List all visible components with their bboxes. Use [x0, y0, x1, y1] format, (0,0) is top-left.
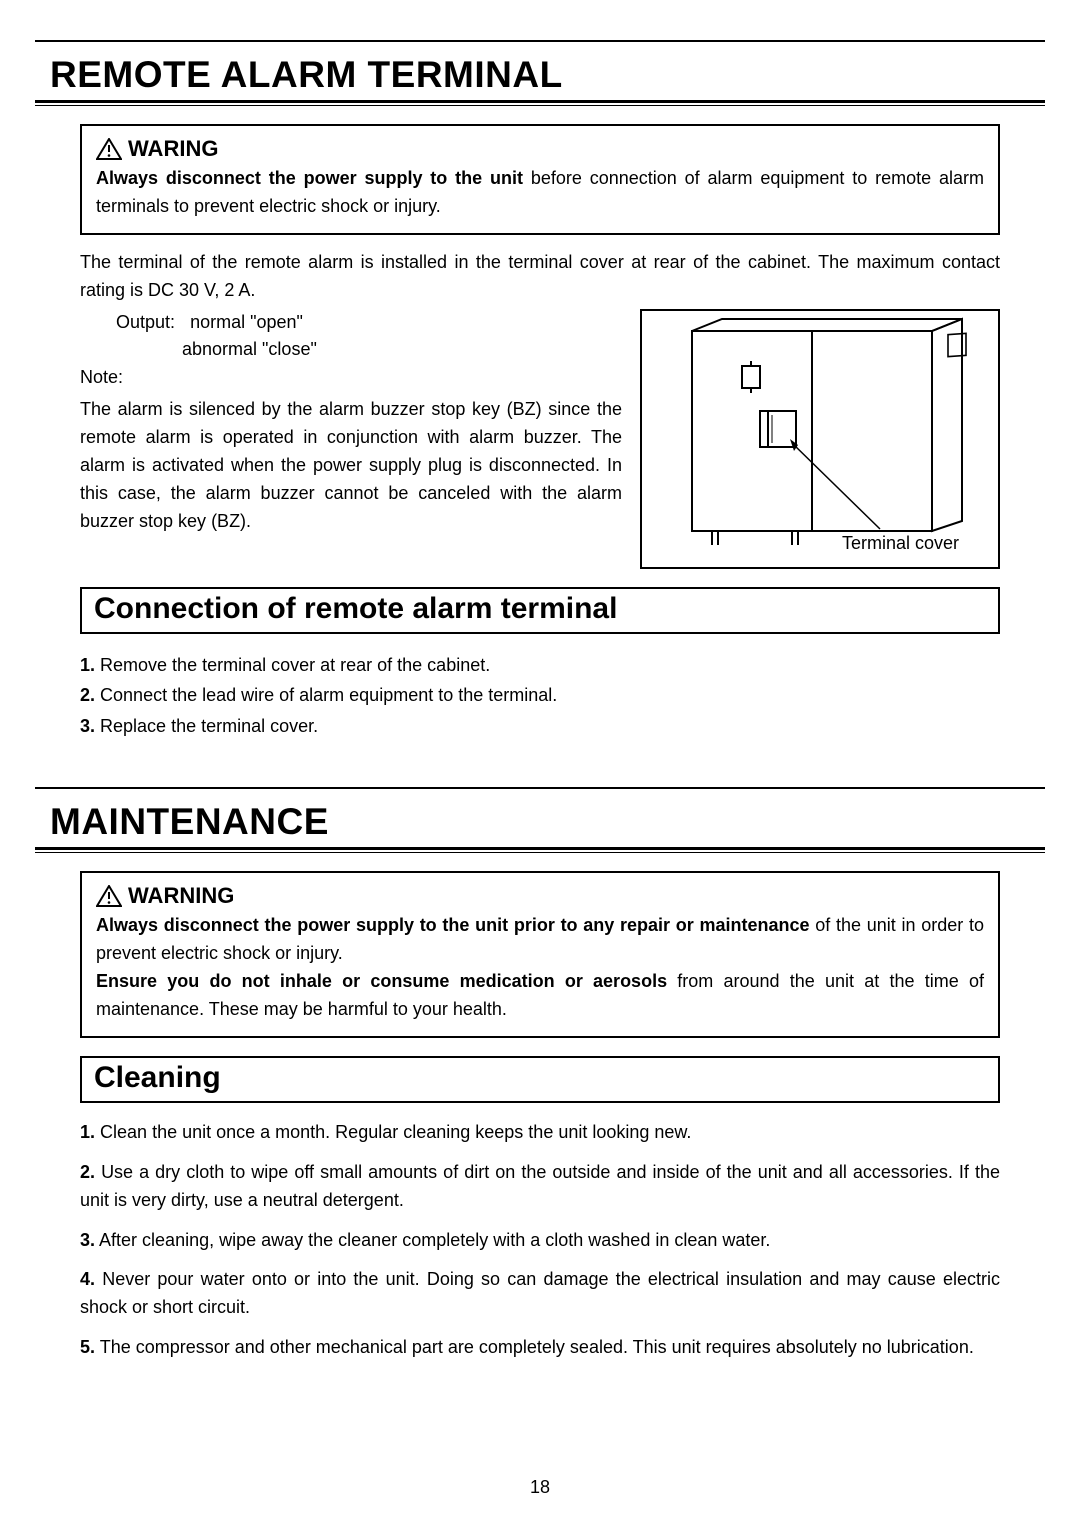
subsection-title: Connection of remote alarm terminal: [94, 592, 986, 626]
warning-text-2: Always disconnect the power supply to th…: [96, 912, 984, 1024]
intro-text: The terminal of the remote alarm is inst…: [80, 249, 1000, 305]
warning-text: Always disconnect the power supply to th…: [96, 165, 984, 221]
left-column: Output: normal "open" abnormal "close" N…: [80, 309, 622, 536]
cabinet-diagram: Terminal cover: [640, 309, 1000, 569]
diagram-label: Terminal cover: [842, 533, 959, 553]
cleaning-steps: 1. Clean the unit once a month. Regular …: [80, 1119, 1000, 1362]
warning-label-2: WARNING: [128, 883, 234, 909]
page-number: 18: [0, 1477, 1080, 1498]
section-heading-2: MAINTENANCE: [50, 801, 1045, 843]
subsection-box: Connection of remote alarm terminal: [80, 587, 1000, 634]
warning-icon: [96, 138, 122, 160]
warning-icon: [96, 885, 122, 907]
warning-label: WARING: [128, 136, 218, 162]
section-heading: REMOTE ALARM TERMINAL: [50, 54, 1045, 96]
subsection-title-2: Cleaning: [94, 1061, 986, 1095]
connection-steps: 1. Remove the terminal cover at rear of …: [80, 650, 1000, 742]
warning-box-2: WARNING Always disconnect the power supp…: [80, 871, 1000, 1038]
warning-box: WARING Always disconnect the power suppl…: [80, 124, 1000, 235]
subsection-box-2: Cleaning: [80, 1056, 1000, 1103]
